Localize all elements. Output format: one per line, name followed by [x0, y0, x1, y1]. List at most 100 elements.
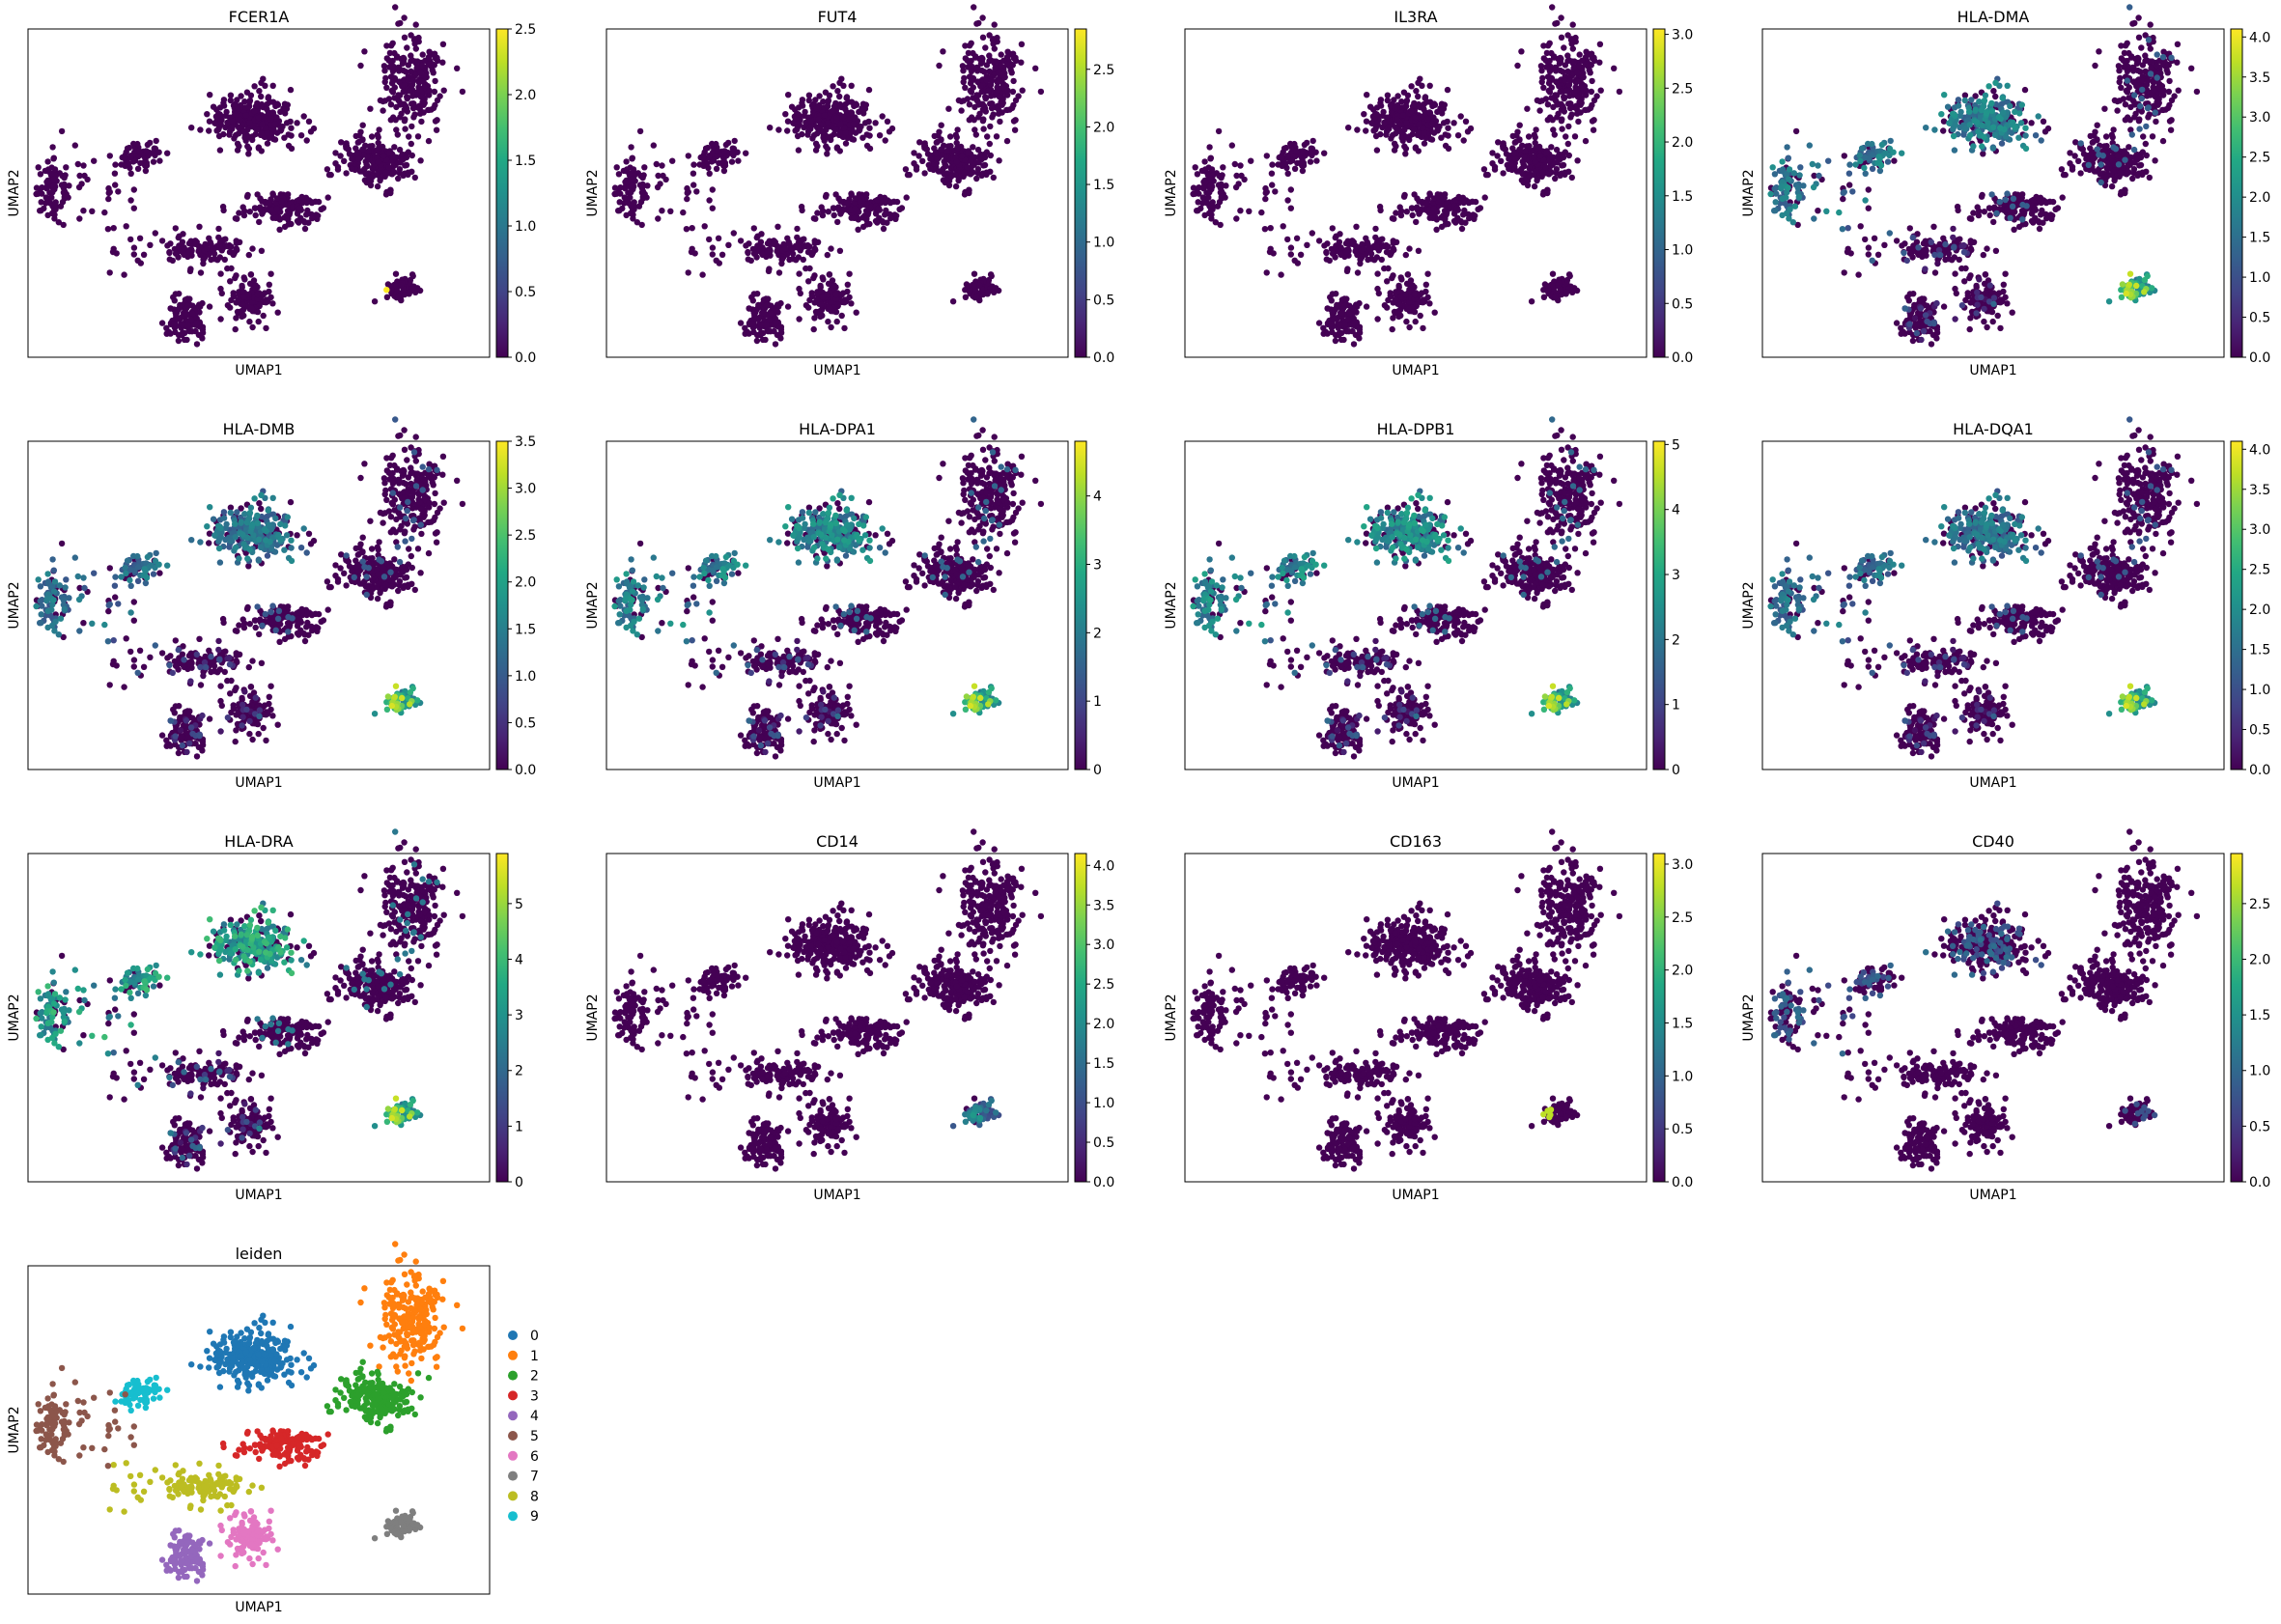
point-475	[411, 36, 418, 42]
point-92	[1457, 113, 1464, 120]
point-688	[385, 164, 392, 171]
point-452	[425, 61, 432, 68]
x-axis-label: UMAP1	[1392, 363, 1439, 378]
point-682	[927, 165, 934, 173]
point-241	[821, 112, 829, 119]
point-255	[2115, 63, 2123, 70]
point-1365	[130, 244, 138, 251]
point-172	[216, 147, 224, 154]
point-206	[1377, 97, 1385, 103]
point-1103	[805, 278, 812, 285]
point-444	[386, 64, 393, 70]
point-404	[408, 52, 414, 59]
point-524	[338, 139, 345, 146]
point-1049	[260, 312, 267, 320]
point-1238	[828, 245, 834, 252]
point-1122	[239, 301, 246, 308]
point-53	[287, 118, 294, 126]
point-1096	[1404, 271, 1412, 278]
point-1348	[1308, 150, 1314, 156]
point-661	[1510, 150, 1518, 157]
point-1061	[1406, 323, 1413, 331]
point-482	[1554, 101, 1561, 108]
point-918	[1329, 309, 1336, 316]
point-814	[1442, 221, 1450, 228]
point-342	[1559, 126, 1565, 132]
point-1014	[35, 190, 42, 197]
point-1385	[130, 251, 137, 258]
point-638	[395, 175, 402, 182]
point-1198	[973, 294, 980, 300]
point-92	[879, 113, 886, 120]
point-248	[2134, 54, 2141, 62]
point-1117	[1411, 308, 1419, 316]
point-479	[1583, 87, 1590, 95]
point-1404	[700, 154, 707, 161]
point-223	[258, 130, 266, 137]
point-431	[2146, 174, 2153, 182]
point-1394	[709, 205, 716, 211]
point-1375	[169, 257, 176, 265]
point-825	[252, 205, 259, 211]
point-53	[1992, 93, 1999, 100]
point-1103	[1384, 278, 1391, 285]
point-833	[879, 218, 886, 225]
point-819	[315, 212, 322, 219]
point-808	[1450, 217, 1458, 225]
point-1334	[728, 158, 736, 165]
point-368	[401, 34, 408, 41]
point-466	[959, 63, 967, 70]
point-712	[1403, 209, 1411, 215]
point-1204	[949, 298, 957, 305]
point-1127	[796, 285, 803, 293]
point-678	[954, 145, 961, 152]
point-1017	[641, 164, 648, 171]
point-212	[224, 119, 231, 126]
point-944	[754, 291, 761, 297]
point-522	[915, 153, 922, 159]
point-190	[1415, 93, 1422, 100]
point-429	[1583, 48, 1590, 55]
point-912	[185, 327, 193, 335]
point-229	[2116, 98, 2123, 104]
point-1338	[143, 148, 150, 154]
point-276	[381, 68, 388, 74]
point-1122	[1396, 301, 1403, 308]
point-938	[1340, 336, 1347, 344]
point-775	[304, 210, 311, 217]
point-473	[405, 77, 411, 84]
point-673	[943, 148, 950, 154]
point-230	[839, 113, 847, 121]
point-9	[1445, 125, 1451, 131]
point-101	[294, 120, 300, 126]
point-1042	[796, 316, 803, 322]
point-927	[1324, 330, 1331, 337]
point-539	[1003, 137, 1011, 145]
point-241	[1399, 112, 1407, 119]
point-927	[746, 330, 752, 337]
point-238	[287, 86, 295, 94]
colorbar-tick-label: 0.0	[515, 350, 536, 366]
point-1126	[260, 292, 267, 298]
point-1201	[1555, 282, 1562, 289]
point-771	[880, 225, 887, 233]
point-660	[958, 153, 966, 159]
point-1278	[795, 243, 802, 250]
point-481	[1552, 64, 1559, 71]
point-618	[1484, 171, 1491, 179]
point-391	[1536, 107, 1543, 114]
point-268	[383, 42, 390, 49]
point-1126	[838, 292, 845, 298]
colorbar-tick-label: 1.5	[1672, 189, 1693, 205]
point-222	[2125, 114, 2131, 121]
point-1369	[784, 235, 791, 241]
point-712	[246, 209, 253, 215]
point-217	[303, 137, 310, 144]
point-1198	[1552, 294, 1559, 300]
point-821	[863, 215, 870, 222]
point-1409	[683, 226, 690, 233]
point-1290	[795, 254, 802, 261]
point-1139	[1409, 282, 1417, 289]
point-1069	[846, 270, 853, 277]
point-778	[1433, 226, 1440, 233]
